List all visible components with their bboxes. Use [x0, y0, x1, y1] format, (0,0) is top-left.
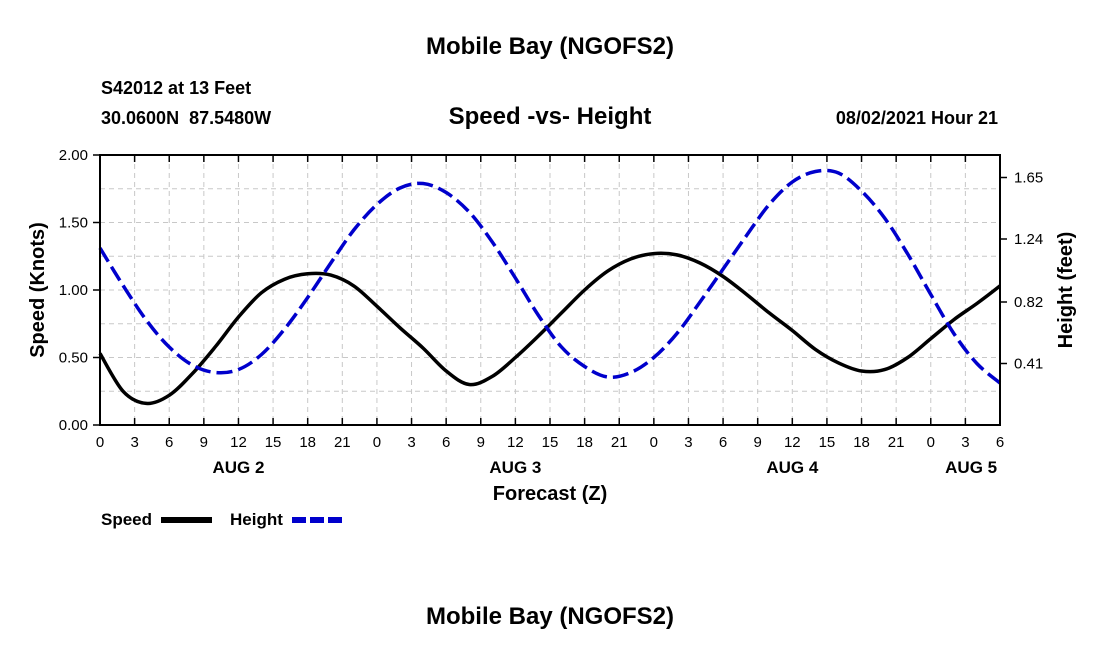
- x-tick-label: 0: [373, 434, 381, 451]
- date-label: AUG 3: [489, 458, 541, 477]
- y-right-tick-label: 1.65: [1014, 170, 1043, 187]
- legend-speed-label: Speed: [101, 510, 152, 529]
- x-tick-label: 18: [853, 434, 870, 451]
- x-tick-label: 3: [684, 434, 692, 451]
- chart-subtitle: Speed -vs- Height: [449, 103, 652, 130]
- x-tick-label: 9: [754, 434, 762, 451]
- x-tick-label: 15: [265, 434, 282, 451]
- date-label: AUG 4: [766, 458, 819, 477]
- x-tick-label: 12: [784, 434, 801, 451]
- y-right-tick-label: 1.24: [1014, 231, 1043, 248]
- x-tick-label: 15: [819, 434, 836, 451]
- x-tick-label: 3: [407, 434, 415, 451]
- y-right-tick-label: 0.82: [1014, 294, 1043, 311]
- date-label: AUG 2: [212, 458, 264, 477]
- x-tick-label: 15: [542, 434, 559, 451]
- series-line-speed: [98, 251, 1002, 406]
- y-right-tick-label: 0.41: [1014, 356, 1043, 373]
- x-tick-label: 6: [165, 434, 173, 451]
- x-tick-label: 6: [996, 434, 1004, 451]
- legend-height-label: Height: [230, 510, 283, 529]
- x-tick-label: 18: [299, 434, 316, 451]
- y-left-tick-label: 2.00: [59, 147, 88, 164]
- x-tick-label: 21: [888, 434, 905, 451]
- axis-ticks: 0 3 6 9 12 15 18 21 0 3 6 9 12 15 18 21 0 3 6 9 12 15 18 21 0 3 6 A…: [59, 147, 1043, 477]
- y-left-tick-label: 0.50: [59, 350, 88, 367]
- x-tick-label: 9: [477, 434, 485, 451]
- y-left-tick-label: 1.00: [59, 282, 88, 299]
- x-axis-label: Forecast (Z): [493, 483, 607, 505]
- date-label: AUG 5: [945, 458, 997, 477]
- station-coordinates: 30.0600N 87.5480W: [101, 108, 271, 128]
- forecast-datetime: 08/02/2021 Hour 21: [836, 108, 998, 128]
- x-tick-label: 6: [719, 434, 727, 451]
- x-tick-label: 12: [507, 434, 524, 451]
- x-tick-label: 0: [96, 434, 104, 451]
- footer-title: Mobile Bay (NGOFS2): [426, 603, 674, 630]
- chart-title: Mobile Bay (NGOFS2): [426, 33, 674, 60]
- series-layer: [98, 168, 1002, 406]
- x-tick-label: 0: [650, 434, 658, 451]
- y-left-tick-label: 1.50: [59, 215, 88, 232]
- x-tick-label: 21: [334, 434, 351, 451]
- x-tick-label: 9: [200, 434, 208, 451]
- station-id: S42012 at 13 Feet: [101, 78, 251, 98]
- x-tick-label: 18: [576, 434, 593, 451]
- x-tick-label: 12: [230, 434, 247, 451]
- y-left-tick-label: 0.00: [59, 417, 88, 434]
- y-axis-right-label: Height (feet): [1055, 232, 1077, 349]
- series-line-height: [98, 168, 1002, 385]
- x-tick-label: 3: [961, 434, 969, 451]
- legend: Speed Height: [101, 510, 342, 529]
- x-tick-label: 6: [442, 434, 450, 451]
- x-tick-label: 21: [611, 434, 628, 451]
- x-tick-label: 3: [130, 434, 138, 451]
- x-tick-label: 0: [927, 434, 935, 451]
- y-axis-left-label: Speed (Knots): [27, 222, 49, 358]
